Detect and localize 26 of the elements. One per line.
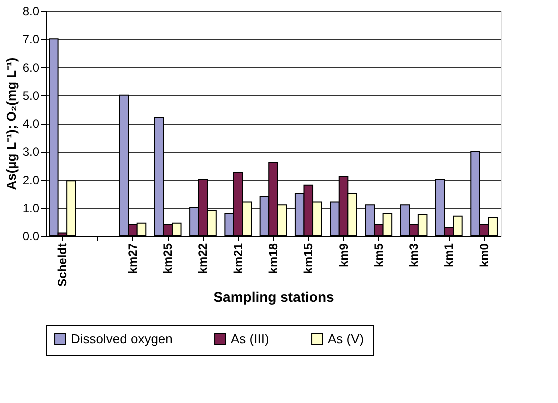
legend-label: Dissolved oxygen (71, 332, 173, 347)
x-axis-title: Sampling stations (214, 288, 334, 305)
x-tick-label: km15 (302, 243, 316, 274)
y-tick-label: 4.0 (22, 117, 40, 131)
y-tick-label: 3.0 (22, 145, 40, 160)
y-tick-label: 5.0 (22, 88, 40, 103)
y-tick-label: 6.0 (22, 60, 40, 75)
y-axis-title: As(µg L⁻¹); O₂(mg L⁻¹) (4, 58, 19, 190)
x-tick-label: km9 (336, 243, 351, 268)
legend-label: As (V) (328, 332, 364, 347)
x-tick-label: km21 (231, 243, 246, 274)
x-tick-label: km22 (196, 243, 210, 274)
y-tick-label: 7.0 (22, 32, 40, 47)
x-tick-label: km18 (266, 243, 280, 274)
x-tick-label: km27 (126, 243, 140, 274)
x-tick-label: km25 (161, 243, 176, 274)
y-tick-label: 2.0 (22, 173, 40, 188)
y-tick-label: 0.0 (22, 230, 40, 244)
legend-label: As (III) (231, 332, 270, 347)
y-tick-label: 8.0 (22, 4, 40, 18)
y-tick-label: 1.0 (22, 201, 40, 216)
x-tick-label: km5 (372, 243, 386, 268)
x-tick-label: km1 (442, 243, 456, 268)
x-tick-label: km3 (407, 243, 422, 268)
x-tick-label: Scheldt (56, 244, 70, 287)
x-tick-label: km0 (477, 243, 492, 268)
